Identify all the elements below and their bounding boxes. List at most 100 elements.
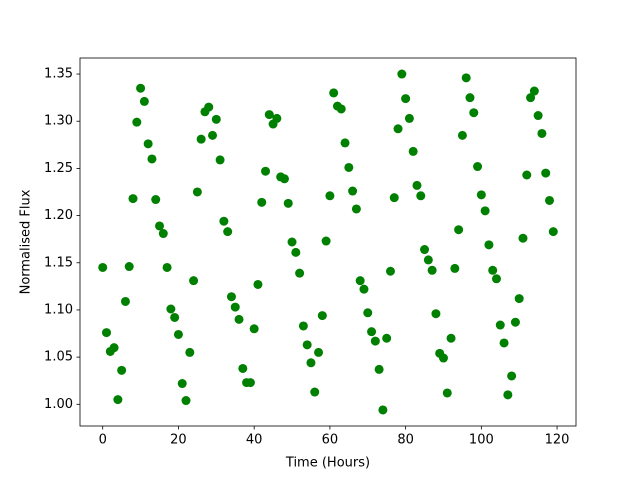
scatter-point (185, 347, 195, 357)
scatter-point (139, 96, 149, 106)
scatter-point (533, 111, 543, 121)
y-tick-label: 1.25 (44, 161, 73, 176)
scatter-point (416, 191, 426, 201)
scatter-point (158, 229, 168, 239)
scatter-point (295, 268, 305, 278)
scatter-point (226, 292, 236, 302)
scatter-point (166, 304, 176, 314)
y-tick-label: 1.05 (44, 350, 73, 365)
scatter-point (336, 104, 346, 114)
scatter-point (117, 365, 127, 375)
scatter-point (113, 395, 123, 405)
scatter-point (503, 390, 513, 400)
y-tick-label: 1.30 (44, 114, 73, 129)
scatter-point (155, 221, 165, 231)
y-tick-label: 1.15 (44, 255, 73, 270)
scatter-point (529, 86, 539, 96)
scatter-point (476, 190, 486, 200)
x-tick-label: 60 (322, 433, 339, 448)
scatter-point (514, 294, 524, 304)
scatter-point (162, 262, 172, 272)
scatter-point (264, 110, 274, 120)
scatter-point (348, 186, 358, 196)
scatter-point (109, 343, 119, 353)
scatter-point (518, 233, 528, 243)
y-tick-label: 1.00 (44, 397, 73, 412)
scatter-point (253, 279, 263, 289)
scatter-point (537, 128, 547, 138)
scatter-point (302, 340, 312, 350)
scatter-point (526, 93, 536, 103)
scatter-point (454, 225, 464, 235)
scatter-point (408, 146, 418, 156)
scatter-point (321, 236, 331, 246)
scatter-point (378, 405, 388, 415)
y-tick-label: 1.10 (44, 302, 73, 317)
scatter-point (272, 113, 282, 123)
scatter-point (208, 130, 218, 140)
x-tick-label: 40 (246, 433, 263, 448)
scatter-point (298, 321, 308, 331)
scatter-point (279, 174, 289, 184)
scatter-point (325, 191, 335, 201)
scatter-point (427, 265, 437, 275)
scatter-point (457, 130, 467, 140)
x-tick-label: 20 (170, 433, 187, 448)
scatter-point (306, 358, 316, 368)
scatter-point (238, 363, 248, 373)
scatter-point (461, 73, 471, 83)
scatter-point (382, 333, 392, 343)
scatter-point (495, 320, 505, 330)
scatter-point (177, 379, 187, 389)
x-tick-label: 80 (397, 433, 414, 448)
scatter-point (124, 262, 134, 272)
scatter-point (431, 309, 441, 319)
scatter-point (196, 134, 206, 144)
scatter-point (230, 302, 240, 312)
scatter-point (491, 274, 501, 284)
x-tick-label: 100 (469, 433, 494, 448)
scatter-point (499, 338, 509, 348)
y-tick-label: 1.20 (44, 208, 73, 223)
scatter-point (329, 88, 339, 98)
scatter-point (510, 317, 520, 327)
scatter-point (170, 312, 180, 322)
x-tick-label: 120 (545, 433, 570, 448)
y-axis-label: Normalised Flux (19, 189, 34, 294)
scatter-point (317, 311, 327, 321)
scatter-point (261, 166, 271, 176)
scatter-point (423, 255, 433, 265)
scatter-point (438, 353, 448, 363)
scatter-point (283, 198, 293, 208)
scatter-point (344, 162, 354, 172)
scatter-point (223, 227, 233, 237)
scatter-point (469, 108, 479, 118)
x-axis-label: Time (Hours) (285, 456, 370, 471)
scatter-point (245, 378, 255, 388)
x-tick-label: 0 (99, 433, 107, 448)
scatter-point (374, 364, 384, 374)
scatter-point (310, 387, 320, 397)
scatter-point (541, 168, 551, 178)
scatter-point (102, 328, 112, 338)
scatter-point (151, 195, 161, 205)
scatter-point (363, 308, 373, 318)
scatter-point (249, 324, 259, 334)
scatter-point (287, 237, 297, 247)
scatter-point (367, 327, 377, 337)
scatter-point (219, 216, 229, 226)
scatter-point (544, 195, 554, 205)
scatter-point (397, 69, 407, 79)
scatter-point (393, 124, 403, 134)
scatter-point (291, 247, 301, 257)
scatter-point (446, 333, 456, 343)
scatter-point (98, 262, 108, 272)
scatter-point (120, 296, 130, 306)
scatter-point (132, 117, 142, 127)
scatter-point (420, 245, 430, 255)
scatter-point (189, 276, 199, 286)
scatter-point (473, 162, 483, 172)
scatter-point (128, 194, 138, 204)
scatter-point (147, 154, 157, 164)
